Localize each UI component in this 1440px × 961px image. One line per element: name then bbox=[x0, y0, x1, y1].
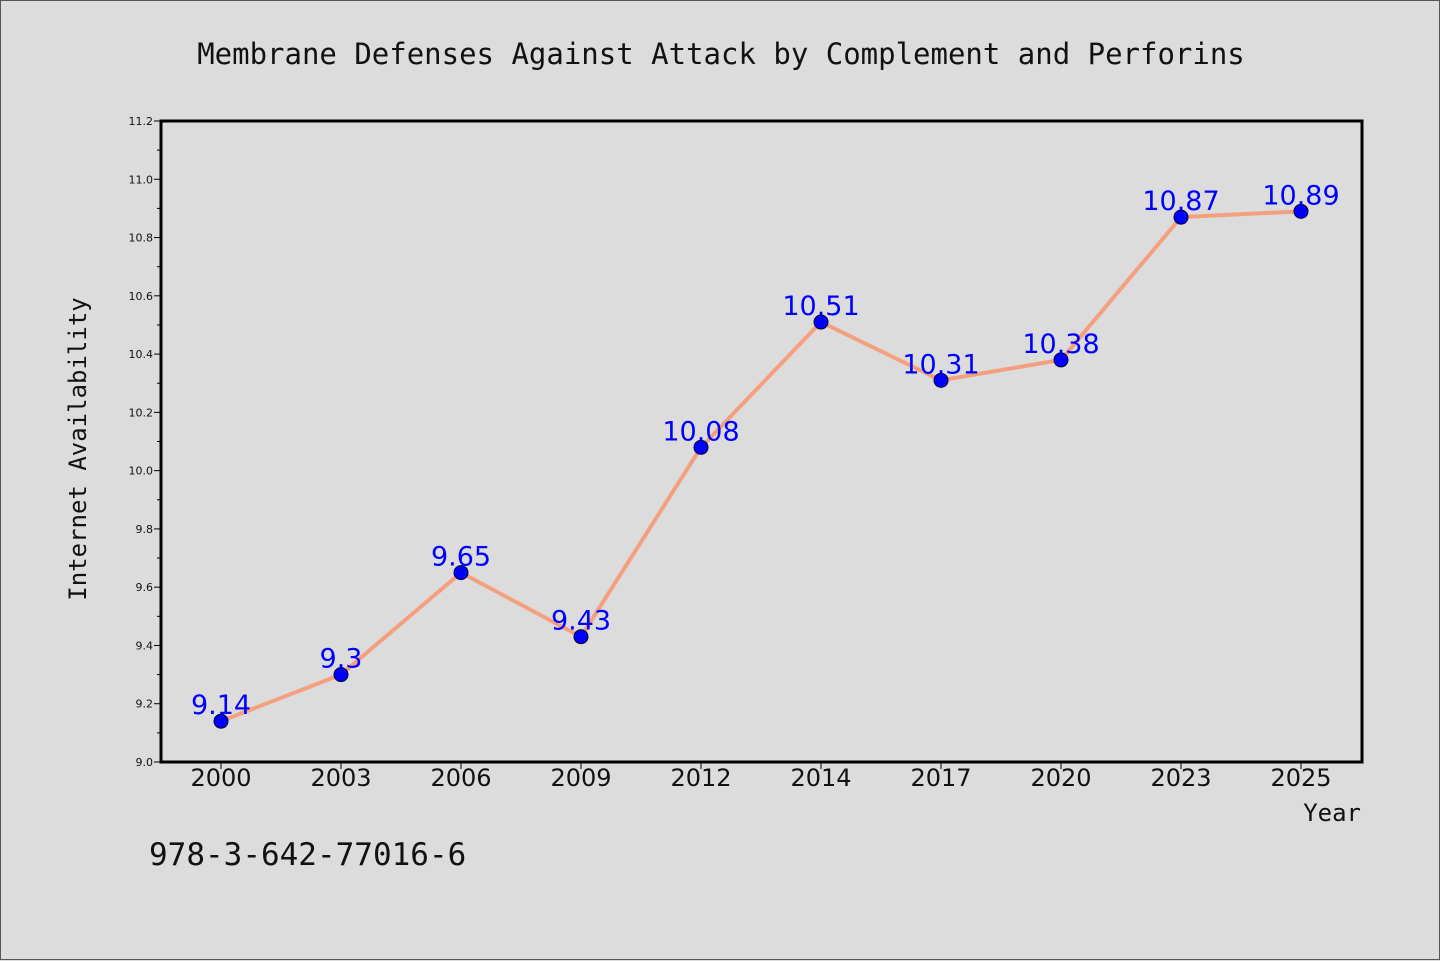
x-tick-label: 2017 bbox=[910, 764, 971, 792]
data-label: 10.31 bbox=[902, 349, 979, 380]
data-point-marker bbox=[933, 372, 949, 388]
data-point-marker bbox=[1053, 352, 1069, 368]
data-point-marker bbox=[453, 565, 469, 581]
y-axis-title: Internet Availability bbox=[64, 297, 92, 600]
data-point-marker bbox=[693, 439, 709, 455]
data-label: 10.08 bbox=[662, 416, 739, 447]
y-tick-label: 9.6 bbox=[136, 581, 154, 594]
x-tick-label: 2009 bbox=[550, 764, 611, 792]
series-line bbox=[219, 209, 1303, 724]
x-tick-label: 2014 bbox=[790, 764, 851, 792]
data-point-marker bbox=[333, 667, 349, 683]
data-label: 9.65 bbox=[431, 542, 491, 573]
data-point-marker bbox=[213, 713, 229, 729]
data-point-marker bbox=[1293, 203, 1309, 219]
x-tick-label: 2012 bbox=[670, 764, 731, 792]
series-layer bbox=[213, 203, 1309, 729]
x-tick-label: 2000 bbox=[190, 764, 251, 792]
y-tick-label: 9.2 bbox=[136, 698, 154, 711]
y-tick-label: 10.8 bbox=[129, 232, 154, 245]
x-tick-label: 2006 bbox=[430, 764, 491, 792]
data-label: 9.14 bbox=[191, 690, 251, 721]
data-point-marker bbox=[813, 314, 829, 330]
data-label: 9.3 bbox=[320, 644, 363, 675]
x-axis: 2000 2003 2006 2009 2012 2014 2017 2020 2023 2025 bbox=[190, 762, 1332, 792]
y-tick-label: 9.4 bbox=[136, 639, 154, 652]
data-point-marker bbox=[573, 629, 589, 645]
x-axis-title: Year bbox=[1303, 799, 1361, 827]
isbn-footer: 978-3-642-77016-6 bbox=[149, 837, 466, 873]
y-tick-label: 10.0 bbox=[129, 465, 154, 478]
y-tick-label: 10.6 bbox=[129, 290, 154, 303]
y-tick-label: 11.0 bbox=[129, 173, 154, 186]
x-tick-label: 2020 bbox=[1030, 764, 1091, 792]
data-label: 9.43 bbox=[551, 606, 611, 637]
data-label: 10.51 bbox=[782, 291, 859, 322]
data-label-layer: 9.14 9.3 9.65 9.43 10.08 10.51 10.31 10.38 10.87… bbox=[191, 180, 1340, 721]
y-tick-label: 10.2 bbox=[129, 406, 154, 419]
data-point-marker bbox=[1173, 209, 1189, 225]
x-tick-label: 2025 bbox=[1270, 764, 1331, 792]
y-tick-label: 9.8 bbox=[136, 523, 154, 536]
chart-title: Membrane Defenses Against Attack by Comp… bbox=[197, 37, 1245, 71]
y-tick-label: 10.4 bbox=[129, 348, 154, 361]
x-tick-label: 2023 bbox=[1150, 764, 1211, 792]
data-label: 10.89 bbox=[1262, 180, 1339, 211]
y-tick-label: 11.2 bbox=[129, 115, 154, 128]
y-axis: 9.0 9.2 9.4 9.6 9.8 10.0 10.2 10.4 10.6 10.8 11.0 1… bbox=[129, 115, 161, 769]
data-label: 10.87 bbox=[1142, 186, 1219, 217]
data-label: 10.38 bbox=[1022, 329, 1099, 360]
x-tick-label: 2003 bbox=[310, 764, 371, 792]
y-tick-label: 9.0 bbox=[136, 756, 154, 769]
